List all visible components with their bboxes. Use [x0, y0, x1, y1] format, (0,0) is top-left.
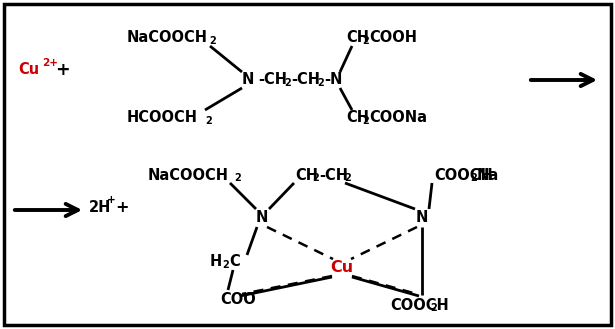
Text: COO: COO	[220, 292, 256, 308]
Text: 2H: 2H	[89, 199, 111, 215]
Text: -N: -N	[324, 72, 343, 88]
Text: 2: 2	[209, 36, 216, 46]
Text: +: +	[115, 199, 129, 215]
Text: 2: 2	[430, 303, 437, 313]
Text: N: N	[256, 211, 268, 225]
Text: 2: 2	[362, 116, 369, 126]
Text: COOH: COOH	[369, 31, 417, 45]
Text: N: N	[416, 211, 428, 225]
Text: +: +	[107, 195, 116, 205]
Text: Na: Na	[477, 167, 499, 183]
Text: HCOOCH: HCOOCH	[127, 111, 198, 125]
Text: 2: 2	[234, 173, 240, 183]
Text: -CH: -CH	[258, 72, 287, 88]
Text: H: H	[210, 255, 222, 269]
Text: Cu: Cu	[18, 63, 39, 78]
Text: COONa: COONa	[369, 111, 427, 125]
Text: +: +	[55, 61, 69, 79]
Text: 2: 2	[205, 116, 212, 126]
Text: 2: 2	[317, 78, 323, 88]
Text: COOCH: COOCH	[390, 297, 449, 313]
Text: CH: CH	[295, 167, 318, 183]
Text: -CH: -CH	[319, 167, 348, 183]
Text: C: C	[229, 255, 240, 269]
Text: -CH: -CH	[291, 72, 320, 88]
Text: NaCOOCH: NaCOOCH	[127, 31, 208, 45]
Text: N: N	[242, 72, 254, 88]
Text: 2: 2	[222, 260, 229, 270]
Text: 2: 2	[312, 173, 319, 183]
Text: Cu: Cu	[330, 261, 354, 275]
Text: 2+: 2+	[42, 58, 58, 68]
Text: 2: 2	[284, 78, 291, 88]
Text: 2: 2	[344, 173, 351, 183]
Text: CH: CH	[346, 31, 369, 45]
Text: CH: CH	[346, 111, 369, 125]
Text: 2: 2	[362, 36, 369, 46]
Text: 2: 2	[470, 173, 477, 183]
Text: COOCH: COOCH	[434, 167, 493, 183]
Text: NaCOOCH: NaCOOCH	[148, 167, 229, 183]
